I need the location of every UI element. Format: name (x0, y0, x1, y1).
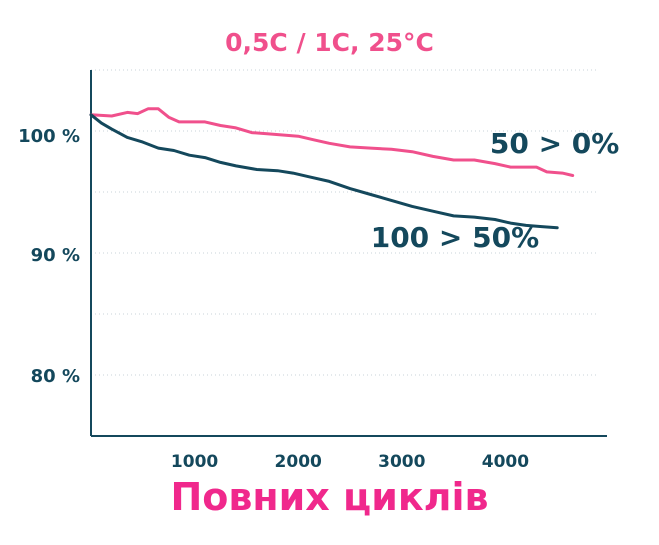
series-label-2: 100 > 50% (371, 221, 539, 254)
series-line-2 (89, 113, 559, 230)
series (89, 107, 575, 230)
y-tick-label: 100 % (18, 126, 80, 147)
x-tick-label: 1000 (171, 452, 218, 472)
x-tick-labels: 1000 2000 3000 4000 (171, 452, 529, 472)
x-tick-label: 4000 (482, 452, 529, 472)
y-tick-labels: 100 % 90 % 80 % (18, 126, 80, 387)
chart-title: 0,5C / 1C, 25°C (225, 28, 434, 57)
y-tick-label: 90 % (31, 245, 80, 266)
grid (91, 69, 597, 376)
x-tick-label: 3000 (378, 452, 425, 472)
y-tick-label: 80 % (31, 366, 80, 387)
x-axis-label: Повних циклів (170, 475, 489, 519)
series-label-1: 50 > 0% (490, 127, 619, 160)
x-tick-label: 2000 (275, 452, 322, 472)
series-labels: 50 > 0% 100 > 50% (371, 127, 620, 254)
series-line-1 (89, 107, 575, 177)
